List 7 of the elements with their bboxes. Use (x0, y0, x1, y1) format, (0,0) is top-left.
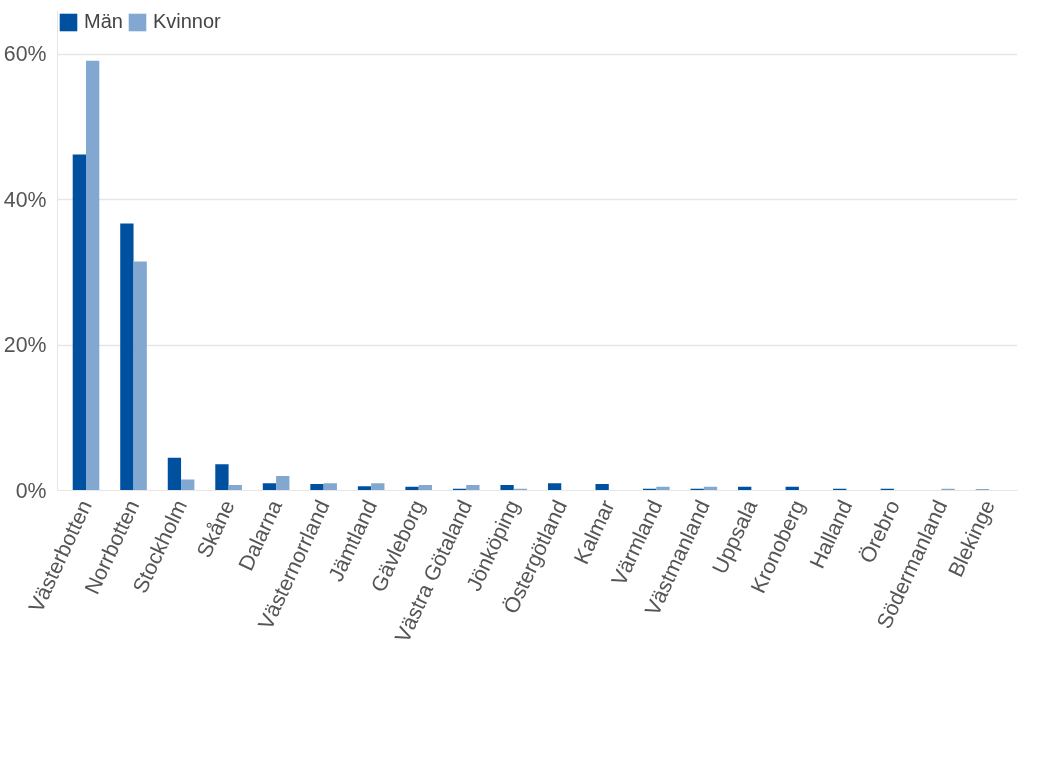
x-tick-label: Skåne (192, 496, 240, 562)
y-tick-label: 0% (15, 478, 47, 503)
legend-label: Kvinnor (152, 10, 221, 33)
y-tick-label: 40% (3, 187, 47, 212)
y-tick-label: 20% (3, 333, 47, 358)
legend-label: Män (84, 10, 123, 33)
y-tick-label: 60% (3, 42, 47, 67)
